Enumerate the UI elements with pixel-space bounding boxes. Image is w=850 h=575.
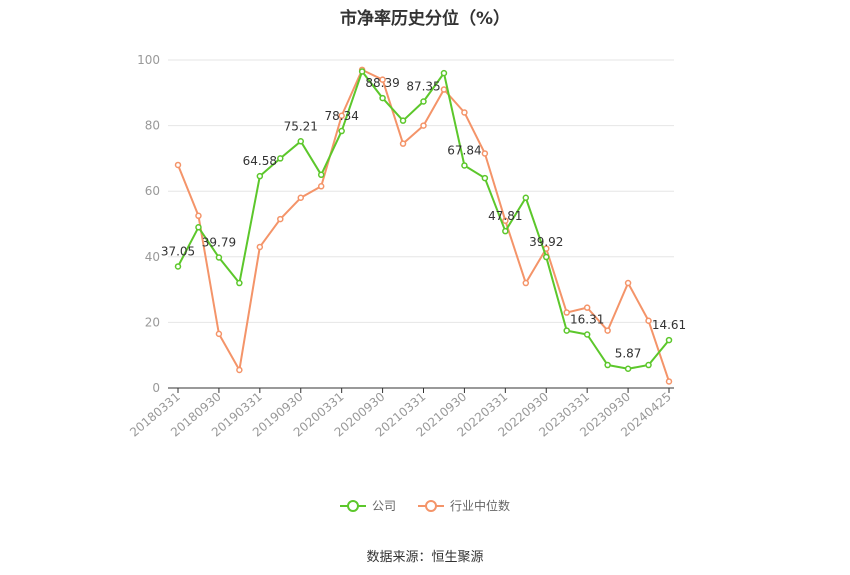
legend-label-company: 公司 bbox=[371, 499, 396, 513]
data-point-company bbox=[215, 254, 223, 261]
data-point-industry bbox=[481, 150, 489, 157]
data-label: 14.61 bbox=[652, 318, 686, 332]
data-label: 5.87 bbox=[615, 347, 642, 361]
data-label: 87.35 bbox=[406, 79, 440, 93]
data-point-company bbox=[338, 127, 345, 135]
data-point-company bbox=[277, 155, 284, 162]
data-label: 67.84 bbox=[447, 143, 481, 157]
data-point-company bbox=[502, 227, 509, 235]
data-point-company bbox=[256, 172, 264, 180]
data-point-industry bbox=[174, 161, 182, 169]
data-label-layer: 37.05 39.79 64.58 75.21 78.34 88.39 87.35 67.84… bbox=[161, 76, 686, 361]
data-point-company bbox=[174, 263, 182, 270]
data-point-company bbox=[665, 336, 673, 344]
data-point-company bbox=[461, 162, 468, 169]
data-label: 39.79 bbox=[202, 235, 236, 249]
data-point-industry bbox=[338, 112, 345, 120]
y-tick-label: 100 bbox=[137, 53, 160, 67]
y-tick-label: 60 bbox=[145, 184, 160, 198]
data-point-industry bbox=[379, 76, 386, 83]
data-point-company bbox=[645, 361, 652, 369]
data-point-industry bbox=[522, 279, 530, 287]
y-tick-label: 40 bbox=[145, 250, 160, 264]
legend-item-company[interactable]: 公司 bbox=[339, 497, 396, 514]
data-point-industry bbox=[502, 217, 509, 224]
data-point-industry bbox=[256, 243, 264, 251]
data-point-company bbox=[195, 224, 202, 231]
y-tick-label: 20 bbox=[145, 315, 160, 329]
legend-swatch-industry bbox=[418, 499, 444, 512]
data-point-industry bbox=[215, 330, 223, 338]
data-point-industry bbox=[297, 194, 304, 202]
data-point-company bbox=[481, 174, 489, 182]
data-point-company bbox=[399, 117, 407, 124]
data-point-industry bbox=[461, 109, 468, 116]
data-point-company bbox=[317, 171, 325, 179]
data-point-company bbox=[624, 365, 632, 372]
data-point-company bbox=[440, 69, 448, 77]
data-point-industry bbox=[195, 212, 202, 220]
data-point-industry bbox=[399, 140, 407, 147]
data-label: 75.21 bbox=[284, 119, 318, 133]
legend-swatch-company bbox=[339, 499, 366, 512]
data-point-company bbox=[420, 98, 427, 105]
data-point-industry bbox=[604, 327, 611, 334]
data-point-company bbox=[297, 138, 304, 145]
data-label: 78.34 bbox=[324, 109, 358, 123]
y-tick-label: 0 bbox=[152, 381, 160, 395]
legend: 公司 行业中位数 bbox=[0, 497, 850, 514]
data-point-industry bbox=[277, 215, 284, 223]
data-label: 37.05 bbox=[161, 244, 195, 258]
data-point-industry bbox=[563, 309, 570, 316]
legend-item-industry[interactable]: 行业中位数 bbox=[418, 497, 510, 514]
data-point-company bbox=[379, 94, 386, 102]
data-point-industry bbox=[236, 366, 243, 374]
data-label: 47.81 bbox=[488, 209, 522, 223]
chart-title: 市净率历史分位（%） bbox=[339, 9, 511, 29]
legend-label-industry: 行业中位数 bbox=[450, 499, 511, 513]
data-label: 16.31 bbox=[570, 313, 604, 327]
data-point-company bbox=[522, 194, 530, 202]
data-point-company bbox=[563, 327, 570, 334]
data-point-industry bbox=[440, 86, 448, 93]
grid-layer bbox=[168, 59, 674, 323]
source-note: 数据来源：恒生聚源 bbox=[366, 550, 484, 565]
data-point-company bbox=[604, 361, 611, 369]
data-point-company bbox=[358, 68, 366, 75]
data-label: 88.39 bbox=[365, 76, 399, 90]
data-point-company bbox=[543, 253, 550, 261]
y-tick-label: 80 bbox=[145, 119, 160, 133]
data-point-company bbox=[236, 279, 243, 287]
data-label: 39.92 bbox=[529, 235, 563, 249]
data-point-industry bbox=[624, 279, 632, 287]
data-point-industry bbox=[420, 122, 427, 129]
data-label: 64.58 bbox=[243, 154, 277, 168]
series-line-industry bbox=[177, 68, 670, 382]
data-point-industry bbox=[645, 317, 652, 325]
data-point-company bbox=[583, 331, 591, 338]
data-point-industry bbox=[583, 304, 591, 311]
data-point-industry bbox=[317, 183, 325, 190]
series-layer bbox=[174, 66, 673, 385]
data-point-industry bbox=[665, 378, 673, 385]
